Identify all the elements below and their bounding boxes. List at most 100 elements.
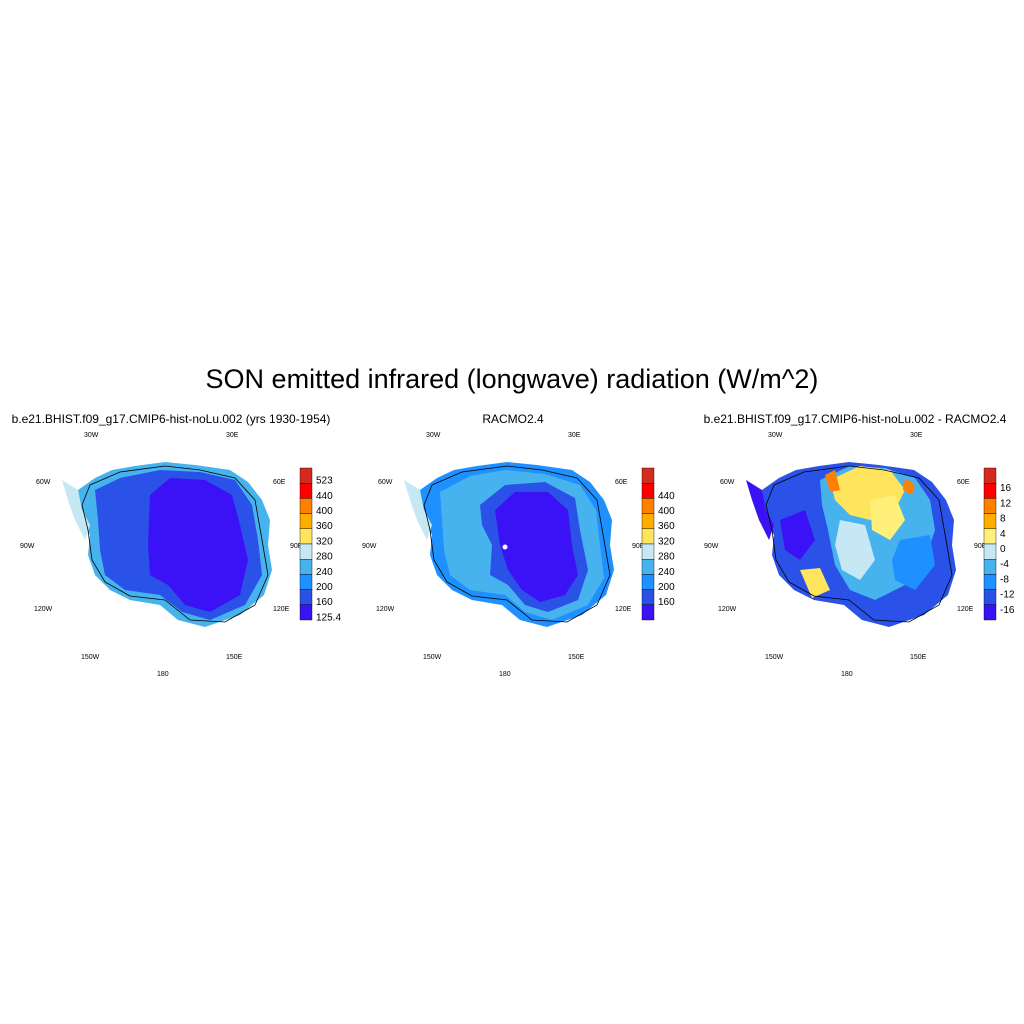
colorbar-swatch [299, 513, 313, 529]
lon-label: 90W [362, 543, 377, 550]
lon-label: 30E [568, 432, 581, 439]
colorbar-tick-label: 12 [1000, 498, 1012, 509]
antarctica-map [62, 462, 272, 627]
colorbar-swatch [641, 498, 655, 514]
map-panel-difference: b.e21.BHIST.f09_g17.CMIP6-hist-noLu.002 … [684, 408, 1024, 688]
colorbar-swatch [983, 482, 997, 499]
colorbar-swatch [983, 498, 997, 514]
colorbar-swatch [983, 528, 997, 545]
colorbar-tick-label: 400 [316, 506, 333, 517]
difference-field [746, 462, 956, 627]
colorbar-swatch [641, 574, 655, 590]
colorbar-tick-label: 160 [658, 597, 675, 608]
colorbar-tick-label: 8 [1000, 514, 1006, 525]
colorbar-swatch [299, 589, 313, 606]
colorbar-tick-label: -16 [1000, 605, 1015, 616]
colorbar-tick-label: 440 [658, 491, 675, 502]
colorbar-tick-label: 280 [316, 552, 333, 563]
colorbar-swatch [299, 482, 313, 499]
lon-label: 30E [226, 432, 239, 439]
lon-label: 120W [718, 606, 737, 613]
ice-sheet-field [404, 462, 614, 627]
colorbar-swatch [641, 604, 655, 621]
colorbar-swatch [641, 589, 655, 606]
colorbar-tick-label: 4 [1000, 529, 1006, 540]
colorbar-swatch [641, 528, 655, 545]
ice-sheet-field [62, 462, 272, 627]
lon-label: 90W [704, 543, 719, 550]
lon-label: 60W [378, 479, 393, 486]
map-panel-model: b.e21.BHIST.f09_g17.CMIP6-hist-noLu.002 … [0, 408, 342, 688]
colorbar-tick-label: 200 [316, 582, 333, 593]
colorbar-tick-label: -12 [1000, 590, 1015, 601]
lon-label: 60W [720, 479, 735, 486]
panel-title: b.e21.BHIST.f09_g17.CMIP6-hist-noLu.002 … [703, 412, 1007, 426]
lon-label: 120E [957, 606, 974, 613]
colorbar-swatch [983, 543, 997, 560]
lon-label: 90W [20, 543, 35, 550]
lon-label: 60E [615, 479, 628, 486]
colorbar-swatch [983, 604, 997, 621]
colorbar-tick-label: 440 [316, 491, 333, 502]
lon-label: 150W [423, 654, 442, 661]
colorbar-tick-label: 523 [316, 476, 333, 487]
colorbar: 16 12 8 4 0 -4 -8 -12 -16 [983, 467, 1015, 621]
figure-title: SON emitted infrared (longwave) radiatio… [205, 364, 819, 394]
colorbar-swatch [983, 589, 997, 606]
colorbar-tick-label: 360 [316, 521, 333, 532]
colorbar-swatch [641, 482, 655, 499]
panel-title: b.e21.BHIST.f09_g17.CMIP6-hist-noLu.002 … [11, 412, 331, 426]
lon-label: 150W [81, 654, 100, 661]
lon-label: 120W [376, 606, 395, 613]
colorbar-tick-label: 240 [658, 567, 675, 578]
lon-label: 150E [910, 654, 927, 661]
colorbar-tick-label: 200 [658, 582, 675, 593]
lon-label: 30E [910, 432, 923, 439]
colorbar-tick-label: 125.4 [316, 612, 341, 623]
colorbar-swatch [299, 543, 313, 560]
colorbar-swatch [983, 558, 997, 575]
colorbar-tick-label: 0 [1000, 544, 1006, 555]
colorbar-swatch [983, 467, 997, 484]
lon-label: 150E [568, 654, 585, 661]
lon-label: 60E [957, 479, 970, 486]
colorbar-swatch [641, 543, 655, 560]
lon-label: 150E [226, 654, 243, 661]
colorbar-swatch [983, 574, 997, 590]
colorbar-swatch [983, 513, 997, 529]
lon-label: 120E [615, 606, 632, 613]
colorbar-tick-label: 240 [316, 567, 333, 578]
lon-label: 120E [273, 606, 290, 613]
colorbar-tick-label: 400 [658, 506, 675, 517]
lon-label: 180 [157, 671, 169, 678]
lon-label: 60W [36, 479, 51, 486]
colorbar-swatch [299, 498, 313, 514]
colorbar-swatch [641, 558, 655, 575]
lon-label: 90E [290, 543, 303, 550]
colorbar-tick-label: -4 [1000, 559, 1009, 570]
colorbar-tick-label: 360 [658, 521, 675, 532]
lon-label: 30W [426, 432, 441, 439]
colorbar-swatch [299, 574, 313, 590]
colorbar-tick-label: -8 [1000, 574, 1009, 585]
lon-label: 120W [34, 606, 53, 613]
lon-label: 180 [841, 671, 853, 678]
lon-label: 30W [84, 432, 99, 439]
lon-label: 30W [768, 432, 783, 439]
colorbar-tick-label: 280 [658, 552, 675, 563]
colorbar-swatch [641, 467, 655, 484]
colorbar: 523 440 400 360 320 280 240 200 160 125.4 [299, 467, 341, 623]
colorbar-swatch [299, 528, 313, 545]
colorbar-tick-label: 16 [1000, 483, 1012, 494]
panel-title: RACMO2.4 [482, 412, 544, 426]
antarctica-map [404, 462, 614, 627]
antarctica-map [746, 462, 956, 627]
map-panel-racmo: RACMO2.4 30W 30E 60W 60E 90W 90E 120W 12… [342, 408, 684, 688]
lon-label: 60E [273, 479, 286, 486]
colorbar: 440 400 360 320 280 240 200 160 [641, 467, 675, 621]
lon-label: 150W [765, 654, 784, 661]
colorbar-swatch [641, 513, 655, 529]
colorbar-tick-label: 160 [316, 597, 333, 608]
lon-label: 90E [632, 543, 645, 550]
colorbar-swatch [299, 558, 313, 575]
